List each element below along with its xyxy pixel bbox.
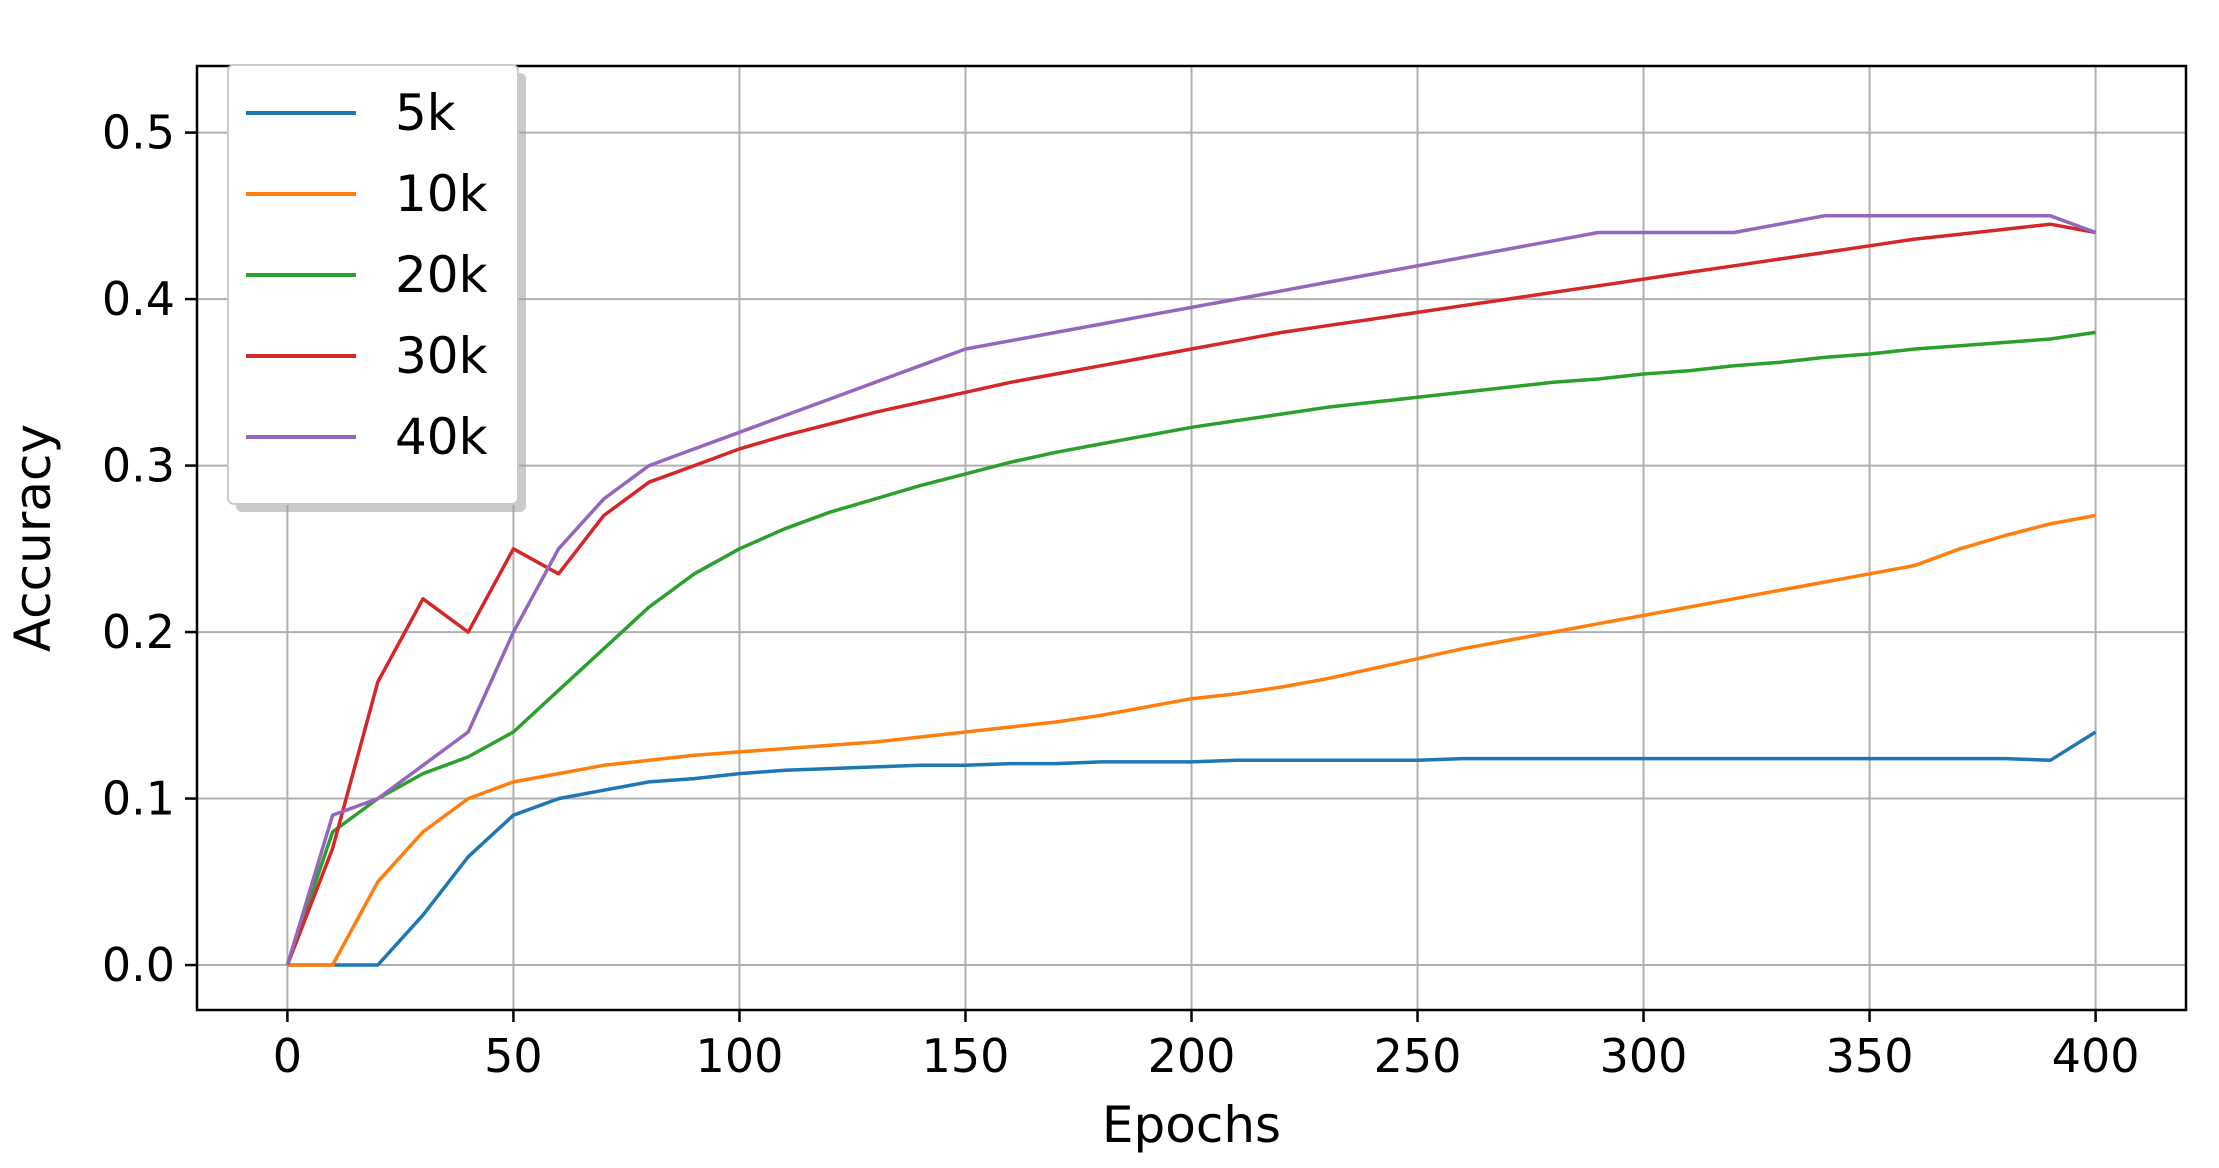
legend-label: 10k [395, 165, 488, 223]
grid-lines [197, 66, 2186, 1010]
x-tick-label: 50 [484, 1029, 543, 1083]
y-axis-ticks: 0.0 0.1 0.2 0.3 0.4 0.5 [102, 106, 197, 992]
x-tick-label: 0 [273, 1029, 302, 1083]
legend-label: 5k [395, 84, 456, 142]
legend: 5k 10k 20k 30k 40k [227, 64, 526, 512]
series-line-5k [287, 730, 2097, 967]
series-lines [285, 214, 2097, 967]
y-tick-label: 0.4 [102, 272, 175, 326]
legend-label: 20k [395, 246, 488, 304]
series-line-30k [285, 222, 2096, 966]
legend-label: 40k [395, 408, 488, 466]
y-tick-label: 0.1 [102, 772, 175, 826]
x-tick-label: 100 [696, 1029, 784, 1083]
x-tick-label: 150 [922, 1029, 1010, 1083]
y-tick-label: 0.2 [102, 605, 175, 659]
legend-label: 30k [395, 327, 488, 385]
series-line-10k [287, 513, 2096, 967]
x-tick-label: 200 [1148, 1029, 1236, 1083]
series-line-40k [285, 214, 2097, 966]
series-line-20k [285, 330, 2096, 966]
y-axis-title: Accuracy [4, 424, 62, 652]
x-axis-ticks: 0 50 100 150 200 250 300 350 400 [273, 1010, 2140, 1083]
y-tick-label: 0.3 [102, 439, 175, 493]
y-tick-label: 0.0 [102, 938, 175, 992]
x-tick-label: 300 [1600, 1029, 1688, 1083]
x-tick-label: 400 [2052, 1029, 2140, 1083]
legend-box [227, 64, 519, 505]
x-tick-label: 250 [1374, 1029, 1462, 1083]
x-axis-title: Epochs [1102, 1096, 1281, 1154]
x-tick-label: 350 [1826, 1029, 1914, 1083]
y-tick-label: 0.5 [102, 106, 175, 160]
